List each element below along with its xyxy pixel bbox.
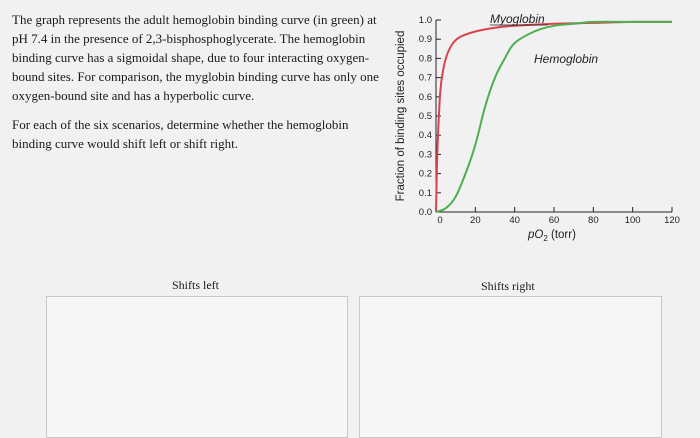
y-tick-label: 0.0 xyxy=(419,207,432,218)
shifts-left-heading: Shifts left xyxy=(172,278,219,292)
question-paragraph-1: The graph represents the adult hemoglobi… xyxy=(12,12,379,103)
hemoglobin-curve-label: Hemoglobin xyxy=(534,52,598,66)
x-tick-label: 80 xyxy=(588,215,599,226)
x-tick-label: 0 xyxy=(437,215,442,226)
x-tick-label: 100 xyxy=(625,215,641,226)
y-tick-label: 0.6 xyxy=(419,92,432,103)
y-tick-label: 0.9 xyxy=(419,34,432,45)
x-tick-label: 120 xyxy=(664,215,680,226)
x-tick-label: 60 xyxy=(549,215,560,226)
x-tick-label: 20 xyxy=(470,215,481,226)
y-axis-title: Fraction of binding sites occupied xyxy=(395,31,407,202)
y-tick-label: 1.0 xyxy=(419,15,432,26)
chart-svg: 0.0 0.1 0.2 0.3 0.4 0.5 0.6 0.7 0.8 0.9 1.0 0 20 40 60… xyxy=(395,12,680,243)
shifts-right-dropzone[interactable] xyxy=(359,296,662,438)
y-tick-label: 0.1 xyxy=(419,188,432,199)
myoglobin-curve xyxy=(435,20,673,213)
question-text: The graph represents the adult hemoglobi… xyxy=(12,10,384,163)
hemoglobin-curve xyxy=(435,20,672,213)
y-tick-label: 0.5 xyxy=(419,111,432,122)
y-tick-label: 0.3 xyxy=(419,149,432,160)
x-axis-title: pO2 (torr) xyxy=(527,229,576,243)
y-tick-label: 0.7 xyxy=(419,73,432,84)
question-paragraph-2: For each of the six scenarios, determine… xyxy=(12,117,349,151)
y-tick-label: 0.4 xyxy=(419,130,432,141)
oxygen-binding-chart: 0.0 0.1 0.2 0.3 0.4 0.5 0.6 0.7 0.8 0.9 1.0 0 20 40 60… xyxy=(390,4,695,249)
y-tick-label: 0.2 xyxy=(419,169,432,180)
x-tick-label: 40 xyxy=(509,215,520,226)
myoglobin-curve-label: Myoglobin xyxy=(490,12,545,26)
shifts-left-dropzone[interactable] xyxy=(46,296,348,438)
shifts-right-heading: Shifts right xyxy=(481,279,535,293)
y-tick-label: 0.8 xyxy=(419,53,432,64)
